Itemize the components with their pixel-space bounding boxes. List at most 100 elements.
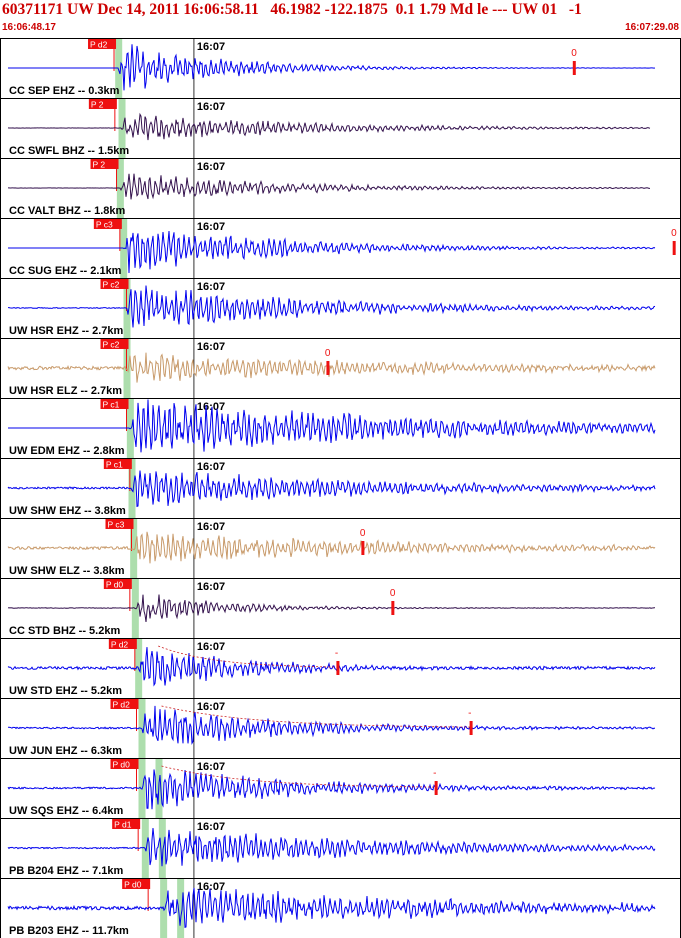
pick-label: P c3 xyxy=(108,520,125,530)
end-time-label: 16:07:29.08 xyxy=(625,22,679,33)
minute-label: 16:07 xyxy=(197,101,225,113)
s-window-band xyxy=(177,879,185,938)
coda-label: 0 xyxy=(360,528,366,539)
pick-label: P d0 xyxy=(112,760,130,770)
trace-panel: 16:07 P c2 0 UW HSR ELZ -- 2.7km xyxy=(0,338,681,399)
trace-panel: 16:07 P d1 PB B204 EHZ -- 7.1km xyxy=(0,818,681,879)
minute-label: 16:07 xyxy=(197,401,225,413)
minute-label: 16:07 xyxy=(197,281,225,293)
coda-label: 0 xyxy=(390,588,396,599)
coda-label: - xyxy=(335,648,338,659)
coda-label: 0 xyxy=(571,48,577,59)
pick-label: P c1 xyxy=(106,460,123,470)
pick-label: P c3 xyxy=(96,220,113,230)
pick-label: P c1 xyxy=(103,400,120,410)
minute-label: 16:07 xyxy=(197,641,225,653)
waveform xyxy=(7,769,656,810)
waveform xyxy=(7,647,656,687)
coda-decay-curve xyxy=(158,645,335,668)
coda-label: - xyxy=(468,708,471,719)
minute-label: 16:07 xyxy=(197,881,225,893)
waveform xyxy=(7,705,656,745)
p-window-band xyxy=(130,519,138,578)
coda-decay-curve xyxy=(161,765,434,788)
minute-label: 16:07 xyxy=(197,521,225,533)
trace-panel: 16:07 P c1 UW SHW EHZ -- 3.8km xyxy=(0,458,681,519)
pick-label: P c2 xyxy=(103,280,120,290)
station-label: UW HSR EHZ -- 2.7km xyxy=(9,325,124,337)
station-label: CC SUG EHZ -- 2.1km xyxy=(9,265,122,277)
station-label: UW EDM EHZ -- 2.8km xyxy=(9,445,125,457)
waveform xyxy=(7,827,656,867)
pick-box xyxy=(103,579,132,589)
coda-marker xyxy=(434,781,438,795)
pick-box xyxy=(88,99,117,109)
pick-label: P 2 xyxy=(91,100,104,110)
station-label: CC STD BHZ -- 5.2km xyxy=(9,625,120,637)
pick-label: P 2 xyxy=(93,160,106,170)
trace-panel: 16:07 P c3 0 UW SHW ELZ -- 3.8km xyxy=(0,518,681,579)
pick-box xyxy=(100,399,129,409)
coda-marker xyxy=(361,541,365,555)
trace-panel: 16:07 P 2 CC VALT BHZ -- 1.8km xyxy=(0,158,681,219)
waveform xyxy=(8,230,656,274)
pick-box xyxy=(105,519,134,529)
minute-label: 16:07 xyxy=(197,701,225,713)
pick-label: P d0 xyxy=(124,880,142,890)
pick-label: P d0 xyxy=(106,580,124,590)
waveform xyxy=(8,44,656,91)
pick-label: P d2 xyxy=(111,640,129,650)
trace-panel: 16:07 P d0 0 CC STD BHZ -- 5.2km xyxy=(0,578,681,639)
trace-panel: 16:07 P c2 UW HSR EHZ -- 2.7km xyxy=(0,278,681,339)
event-title: 60371171 UW Dec 14, 2011 16:06:58.11 46.… xyxy=(2,1,582,18)
seismogram-panel: 16:07 P d2 0 CC SEP EHZ -- 0.3km 16:07 P 2 CC … xyxy=(0,38,681,938)
trace-panel: 16:07 P d2 - UW JUN EHZ -- 6.3km xyxy=(0,698,681,759)
waveform xyxy=(7,112,651,141)
pick-box xyxy=(88,39,117,49)
coda-marker xyxy=(572,61,576,75)
pick-box xyxy=(100,339,129,349)
trace-panel: 16:07 P d2 0 CC SEP EHZ -- 0.3km xyxy=(0,38,681,99)
waveform xyxy=(7,594,655,622)
waveform xyxy=(8,285,656,328)
station-label: UW SQS EHZ -- 6.4km xyxy=(9,805,124,817)
waveform xyxy=(7,352,656,383)
waveform xyxy=(8,399,656,453)
station-label: UW SHW ELZ -- 3.8km xyxy=(9,565,125,577)
coda-marker xyxy=(469,721,473,735)
waveform xyxy=(7,470,656,508)
pick-box xyxy=(110,759,139,769)
p-window-band xyxy=(115,39,123,98)
pick-box xyxy=(122,879,151,889)
coda-label: 0 xyxy=(671,228,677,239)
p-window-band xyxy=(128,459,136,518)
coda-marker xyxy=(336,661,340,675)
minute-label: 16:07 xyxy=(197,41,225,53)
minute-label: 16:07 xyxy=(197,581,225,593)
trace-panel: 16:07 P c1 UW EDM EHZ -- 2.8km xyxy=(0,398,681,459)
station-label: UW HSR ELZ -- 2.7km xyxy=(9,385,122,397)
minute-label: 16:07 xyxy=(197,161,225,173)
station-label: UW JUN EHZ -- 6.3km xyxy=(9,745,122,757)
pick-box xyxy=(103,459,132,469)
station-label: CC SWFL BHZ -- 1.5km xyxy=(9,145,129,157)
pick-box xyxy=(112,819,141,829)
pick-box xyxy=(100,279,129,289)
minute-label: 16:07 xyxy=(197,341,225,353)
trace-panel: 16:07 P d0 PB B203 EHZ -- 11.7km xyxy=(0,878,681,938)
minute-label: 16:07 xyxy=(197,221,225,233)
station-label: UW SHW EHZ -- 3.8km xyxy=(9,505,126,517)
s-window-band xyxy=(158,819,166,878)
coda-marker xyxy=(391,601,395,615)
trace-panel: 16:07 P c3 0 CC SUG EHZ -- 2.1km xyxy=(0,218,681,279)
station-label: PB B203 EHZ -- 11.7km xyxy=(9,925,129,937)
station-label: CC SEP EHZ -- 0.3km xyxy=(9,85,120,97)
pick-label: P d2 xyxy=(90,40,108,50)
pick-box xyxy=(108,639,137,649)
pick-box xyxy=(90,159,119,169)
header: 60371171 UW Dec 14, 2011 16:06:58.11 46.… xyxy=(0,0,681,38)
trace-panel: 16:07 P d2 - UW STD EHZ -- 5.2km xyxy=(0,638,681,699)
coda-label: - xyxy=(433,768,436,779)
waveform xyxy=(7,531,656,564)
pick-label: P d1 xyxy=(114,820,132,830)
